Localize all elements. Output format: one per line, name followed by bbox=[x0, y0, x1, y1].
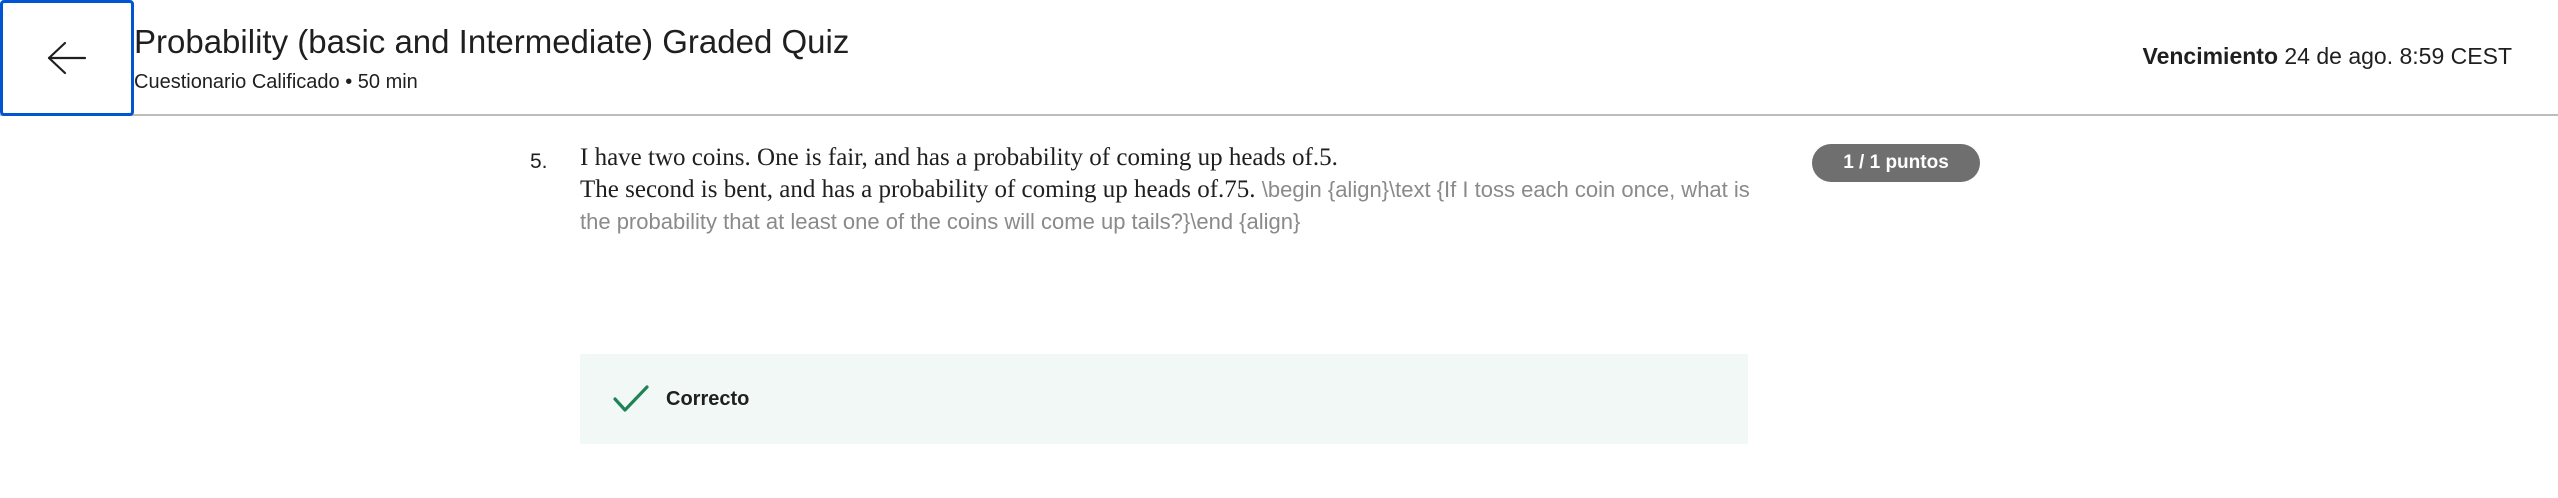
due-value: 24 de ago. 8:59 CEST bbox=[2284, 43, 2512, 69]
question-raw-latex: \begin {align}\text {If I toss each coin… bbox=[580, 177, 1750, 234]
due-label: Vencimiento bbox=[2142, 43, 2278, 69]
due-date: Vencimiento 24 de ago. 8:59 CEST bbox=[2143, 40, 2512, 72]
feedback-panel: Correcto bbox=[580, 354, 1748, 444]
arrow-left-icon bbox=[47, 41, 87, 75]
page-title: Probability (basic and Intermediate) Gra… bbox=[134, 23, 850, 60]
question-number: 5. bbox=[530, 150, 548, 173]
quiz-header: Probability (basic and Intermediate) Gra… bbox=[0, 0, 2558, 116]
question-line-1: I have two coins. One is fair, and has a… bbox=[580, 144, 1338, 171]
page-subtitle: Cuestionario Calificado • 50 min bbox=[134, 71, 418, 93]
title-block: Probability (basic and Intermediate) Gra… bbox=[134, 20, 849, 96]
checkmark-icon bbox=[612, 384, 650, 414]
question-line-2: The second is bent, and has a probabilit… bbox=[580, 176, 1256, 203]
back-button[interactable] bbox=[0, 0, 134, 116]
feedback-label: Correcto bbox=[666, 387, 750, 410]
question-text: I have two coins. One is fair, and has a… bbox=[580, 142, 1780, 238]
points-badge: 1 / 1 puntos bbox=[1812, 144, 1980, 182]
